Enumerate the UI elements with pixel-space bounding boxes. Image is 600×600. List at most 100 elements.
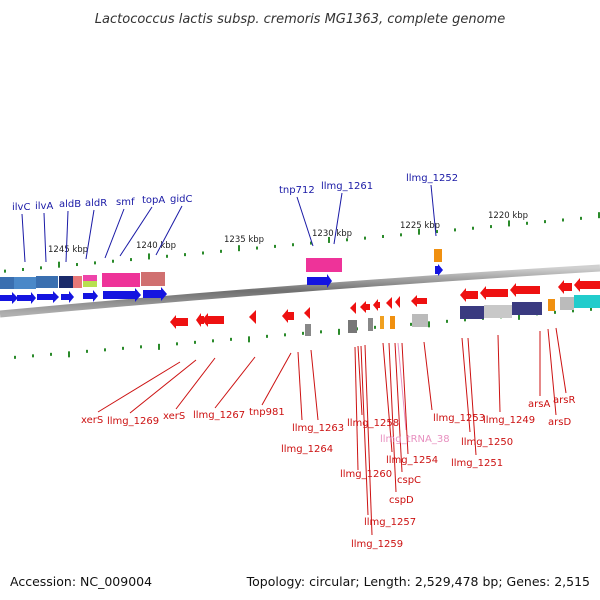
leader-line: [401, 342, 409, 455]
leader-line: [65, 210, 69, 263]
tick-mark: [4, 269, 6, 273]
feature-block: [560, 297, 574, 310]
forward-arrow: [435, 264, 443, 276]
feature-block: [390, 316, 395, 329]
leader-line: [333, 192, 343, 245]
tick-mark: [284, 333, 286, 337]
tick-mark: [220, 249, 222, 253]
forward-arrow: [143, 287, 167, 301]
tick-mark: [518, 313, 520, 320]
tick-mark: [238, 245, 240, 252]
gene-label: llmg_1254: [386, 455, 438, 466]
reverse-arrow: [460, 288, 478, 302]
scale-label-1225: 1225 kbp: [400, 221, 440, 231]
forward-arrow: [0, 292, 18, 304]
gene-label: arsD: [548, 417, 571, 428]
feature-block: [73, 276, 82, 288]
gene-label: cspD: [389, 495, 414, 506]
reverse-arrow: [304, 307, 310, 319]
gene-label: llmg_1257: [364, 517, 416, 528]
leader-line: [467, 337, 477, 456]
map-title: Lactococcus lactis subsp. cremoris MG136…: [95, 12, 505, 27]
leader-line: [357, 345, 363, 416]
tick-mark: [68, 351, 70, 358]
tick-mark: [202, 251, 204, 255]
feature-block: [368, 318, 373, 331]
reverse-arrow: [395, 296, 400, 308]
tick-mark: [130, 258, 132, 262]
feature-block: [36, 276, 58, 288]
gene-label: arsA: [528, 399, 550, 410]
reverse-arrow: [574, 278, 600, 292]
leader-line: [364, 344, 373, 536]
tick-mark: [32, 354, 34, 358]
leader-line: [43, 212, 47, 263]
forward-arrow: [307, 274, 332, 288]
gene-label: aldB: [59, 199, 81, 210]
reverse-arrow: [373, 299, 380, 311]
scale-label-1220: 1220 kbp: [488, 211, 528, 221]
tick-mark: [508, 220, 510, 227]
feature-block: [305, 324, 311, 336]
feature-block: [412, 314, 428, 327]
leader-line: [296, 196, 314, 247]
reverse-arrow: [170, 315, 188, 329]
forward-gene-labels: ilvC ilvA aldB aldR smf topA gidC tnp712…: [12, 173, 458, 213]
gene-label: xerS: [81, 415, 103, 426]
reverse-feature-track: [170, 295, 428, 336]
genome-backbone: [0, 264, 600, 318]
feature-block: [548, 299, 555, 311]
feature-block: [141, 272, 165, 286]
tick-mark: [338, 328, 340, 335]
tick-mark: [454, 228, 456, 232]
feature-block: [83, 275, 97, 281]
tick-mark: [140, 345, 142, 349]
tick-mark: [94, 261, 96, 265]
tick-mark: [572, 309, 574, 313]
forward-arrow: [61, 291, 74, 303]
tick-mark: [266, 334, 268, 338]
leader-line: [310, 349, 319, 421]
gene-label: ilvA: [35, 201, 53, 212]
leader-line: [497, 334, 501, 413]
leader-line: [21, 213, 26, 263]
tick-mark: [598, 212, 600, 219]
leader-line: [85, 209, 95, 260]
tick-mark: [590, 307, 592, 311]
tick-mark: [166, 254, 168, 258]
tick-mark: [40, 266, 42, 270]
tick-mark: [176, 342, 178, 346]
feature-block: [306, 258, 342, 272]
feature-block: [574, 295, 600, 308]
tick-mark: [544, 220, 546, 224]
gene-label: llmg_1259: [351, 539, 403, 550]
leader-line: [360, 345, 369, 516]
feature-block: [484, 305, 512, 318]
leader-line: [423, 341, 433, 411]
scale-label-1240: 1240 kbp: [136, 241, 176, 251]
leader-line: [547, 328, 557, 416]
tick-mark: [310, 241, 312, 245]
gene-label: topA: [142, 195, 165, 206]
tick-mark: [104, 348, 106, 352]
tick-mark: [122, 346, 124, 350]
gene-label: llmg_1252: [406, 173, 458, 184]
reverse-arrow: [249, 310, 256, 324]
tick-mark: [212, 339, 214, 343]
scale-label-1245: 1245 kbp: [48, 245, 88, 255]
tick-mark: [364, 236, 366, 240]
reverse-arrow: [202, 313, 224, 327]
forward-tick-track: [4, 212, 600, 273]
reverse-arrow: [480, 286, 508, 300]
gene-label: llmg_1250: [461, 437, 513, 448]
gene-label: llmg_1263: [292, 423, 344, 434]
gene-label: llmg_1269: [107, 416, 159, 427]
leader-line: [261, 352, 292, 406]
gene-label: cspC: [397, 475, 421, 486]
tick-mark: [446, 319, 448, 323]
tick-mark: [248, 336, 250, 343]
leader-line: [382, 342, 393, 453]
tick-mark: [464, 318, 466, 322]
gene-label: llmg_1253: [433, 413, 485, 424]
